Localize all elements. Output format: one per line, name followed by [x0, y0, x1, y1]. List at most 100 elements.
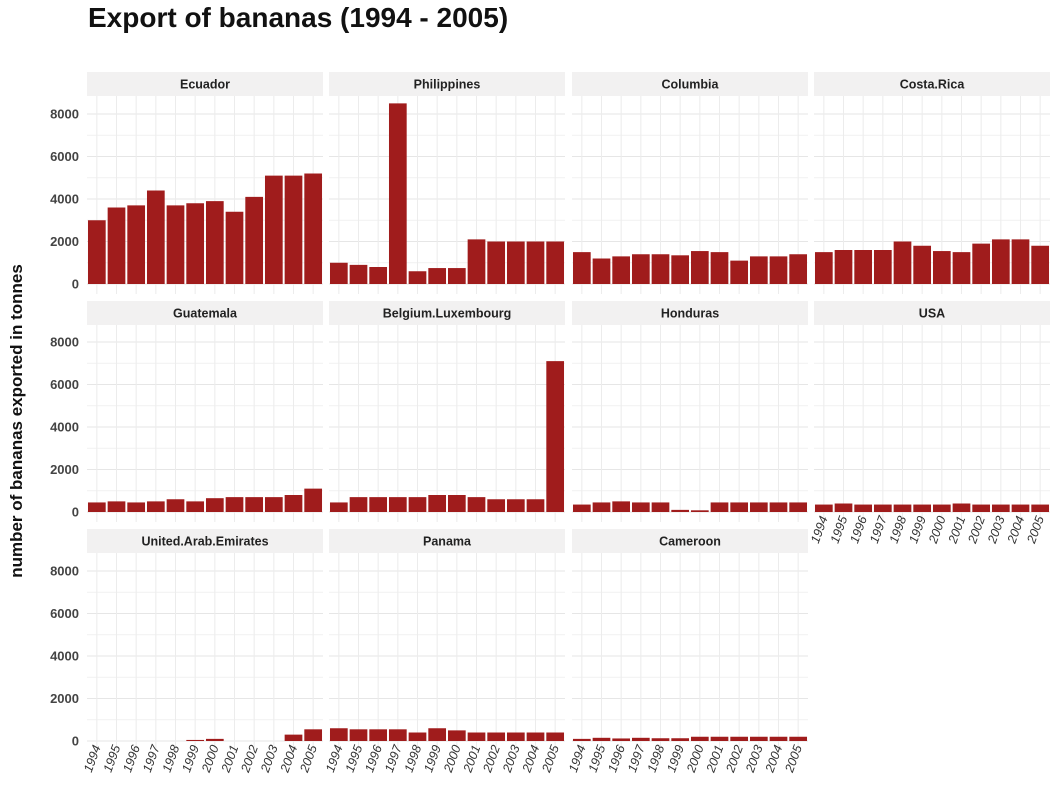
- bar-philippines-1996: [369, 267, 388, 284]
- bar-guatemala-2003: [264, 497, 283, 512]
- bar-ecuador-2004: [284, 175, 303, 284]
- y-tick-label: 2000: [50, 462, 79, 477]
- bar-costa-rica-2003: [991, 239, 1010, 284]
- facet-label-belgium-luxembourg: Belgium.Luxembourg: [383, 307, 511, 321]
- bar-cameroon-2002: [730, 736, 749, 741]
- bar-usa-1999: [913, 504, 932, 512]
- y-tick-label: 6000: [50, 377, 79, 392]
- y-axis-label: number of bananas exported in tonnes: [7, 264, 26, 578]
- x-tick-label: 2003: [500, 743, 523, 775]
- y-tick-label: 0: [72, 734, 79, 749]
- bar-costa-rica-1996: [854, 250, 873, 284]
- y-tick-label: 6000: [50, 606, 79, 621]
- bar-ecuador-1998: [166, 205, 185, 284]
- bar-columbia-2002: [730, 260, 749, 284]
- bar-guatemala-2000: [205, 498, 224, 512]
- x-tick-label: 2004: [277, 743, 300, 775]
- bar-united-arab-emirates-1999: [186, 739, 205, 741]
- facet-label-guatemala: Guatemala: [173, 307, 238, 321]
- bar-cameroon-1996: [612, 738, 631, 741]
- bar-ecuador-1997: [146, 190, 165, 284]
- bar-guatemala-1994: [87, 502, 106, 512]
- x-tick-label: 2004: [519, 743, 542, 775]
- facet-label-philippines: Philippines: [414, 78, 481, 92]
- x-tick-label: 2002: [723, 743, 746, 775]
- facet-strip-usa: [814, 301, 1050, 325]
- bar-cameroon-2005: [789, 736, 808, 741]
- bar-usa-2005: [1031, 504, 1050, 512]
- bar-philippines-2000: [447, 268, 466, 284]
- x-tick-label: 2003: [258, 743, 281, 775]
- y-tick-label: 4000: [50, 649, 79, 664]
- bar-belgium-luxembourg-2002: [487, 499, 506, 512]
- bar-philippines-1995: [349, 264, 368, 284]
- y-tick-label: 0: [72, 277, 79, 292]
- bar-cameroon-1997: [631, 737, 650, 741]
- x-tick-label: 2000: [926, 514, 949, 546]
- bar-ecuador-2002: [245, 196, 264, 284]
- bar-belgium-luxembourg-1995: [349, 497, 368, 512]
- x-tick-label: 2004: [1004, 514, 1027, 546]
- bar-ecuador-2003: [264, 175, 283, 284]
- x-tick-label: 2000: [684, 743, 707, 775]
- bar-ecuador-2005: [304, 173, 323, 284]
- bar-philippines-1998: [408, 271, 427, 284]
- bar-usa-2000: [932, 504, 951, 512]
- x-tick-label: 2005: [297, 743, 320, 775]
- bar-columbia-2000: [690, 251, 709, 284]
- facet-label-ecuador: Ecuador: [180, 78, 230, 92]
- bar-belgium-luxembourg-2004: [526, 499, 545, 512]
- bar-costa-rica-2002: [972, 243, 991, 284]
- bar-honduras-2004: [769, 502, 788, 512]
- bar-usa-1996: [854, 504, 873, 512]
- bar-honduras-1994: [572, 504, 591, 512]
- facet-strip-united-arab-emirates: [87, 529, 323, 553]
- bar-panama-2003: [506, 732, 525, 741]
- bar-usa-1997: [873, 504, 892, 512]
- x-tick-label: 2000: [199, 743, 222, 775]
- bar-panama-1995: [349, 729, 368, 741]
- bar-panama-2000: [447, 730, 466, 741]
- bar-panama-1999: [428, 728, 447, 741]
- bar-honduras-1999: [671, 509, 690, 512]
- bar-columbia-1997: [631, 254, 650, 284]
- bar-columbia-2003: [749, 256, 768, 284]
- bar-guatemala-1999: [186, 501, 205, 512]
- facet-label-honduras: Honduras: [661, 307, 719, 321]
- bar-ecuador-1999: [186, 203, 205, 284]
- facet-strip-guatemala: [87, 301, 323, 325]
- bar-honduras-2002: [730, 502, 749, 512]
- bar-honduras-2000: [690, 510, 709, 512]
- bar-panama-1996: [369, 729, 388, 741]
- bar-belgium-luxembourg-2005: [546, 361, 565, 512]
- bar-costa-rica-1999: [913, 245, 932, 284]
- facet-label-costa-rica: Costa.Rica: [900, 78, 966, 92]
- bar-belgium-luxembourg-1996: [369, 497, 388, 512]
- bar-guatemala-2002: [245, 497, 264, 512]
- bar-belgium-luxembourg-2000: [447, 495, 466, 512]
- bar-cameroon-1999: [671, 738, 690, 741]
- bar-guatemala-2004: [284, 495, 303, 512]
- bar-columbia-2001: [710, 252, 729, 284]
- bar-usa-2002: [972, 504, 991, 512]
- bar-belgium-luxembourg-1994: [329, 502, 348, 512]
- facet-strip-ecuador: [87, 72, 323, 96]
- bar-philippines-2001: [467, 239, 486, 284]
- bar-usa-1995: [834, 503, 853, 512]
- bar-panama-2002: [487, 732, 506, 741]
- bar-united-arab-emirates-2005: [304, 729, 323, 741]
- x-tick-label: 2005: [539, 743, 562, 775]
- bar-honduras-1998: [651, 502, 670, 512]
- bar-costa-rica-1998: [893, 241, 912, 284]
- bar-cameroon-2001: [710, 736, 729, 741]
- bar-guatemala-1998: [166, 499, 185, 512]
- bar-cameroon-2004: [769, 736, 788, 741]
- facet-label-panama: Panama: [423, 535, 472, 549]
- bar-columbia-1994: [572, 252, 591, 284]
- bar-costa-rica-2004: [1011, 239, 1030, 284]
- bar-usa-2003: [991, 504, 1010, 512]
- bar-panama-2004: [526, 732, 545, 741]
- bar-costa-rica-1994: [814, 252, 833, 284]
- y-tick-label: 8000: [50, 107, 79, 122]
- y-tick-label: 8000: [50, 335, 79, 350]
